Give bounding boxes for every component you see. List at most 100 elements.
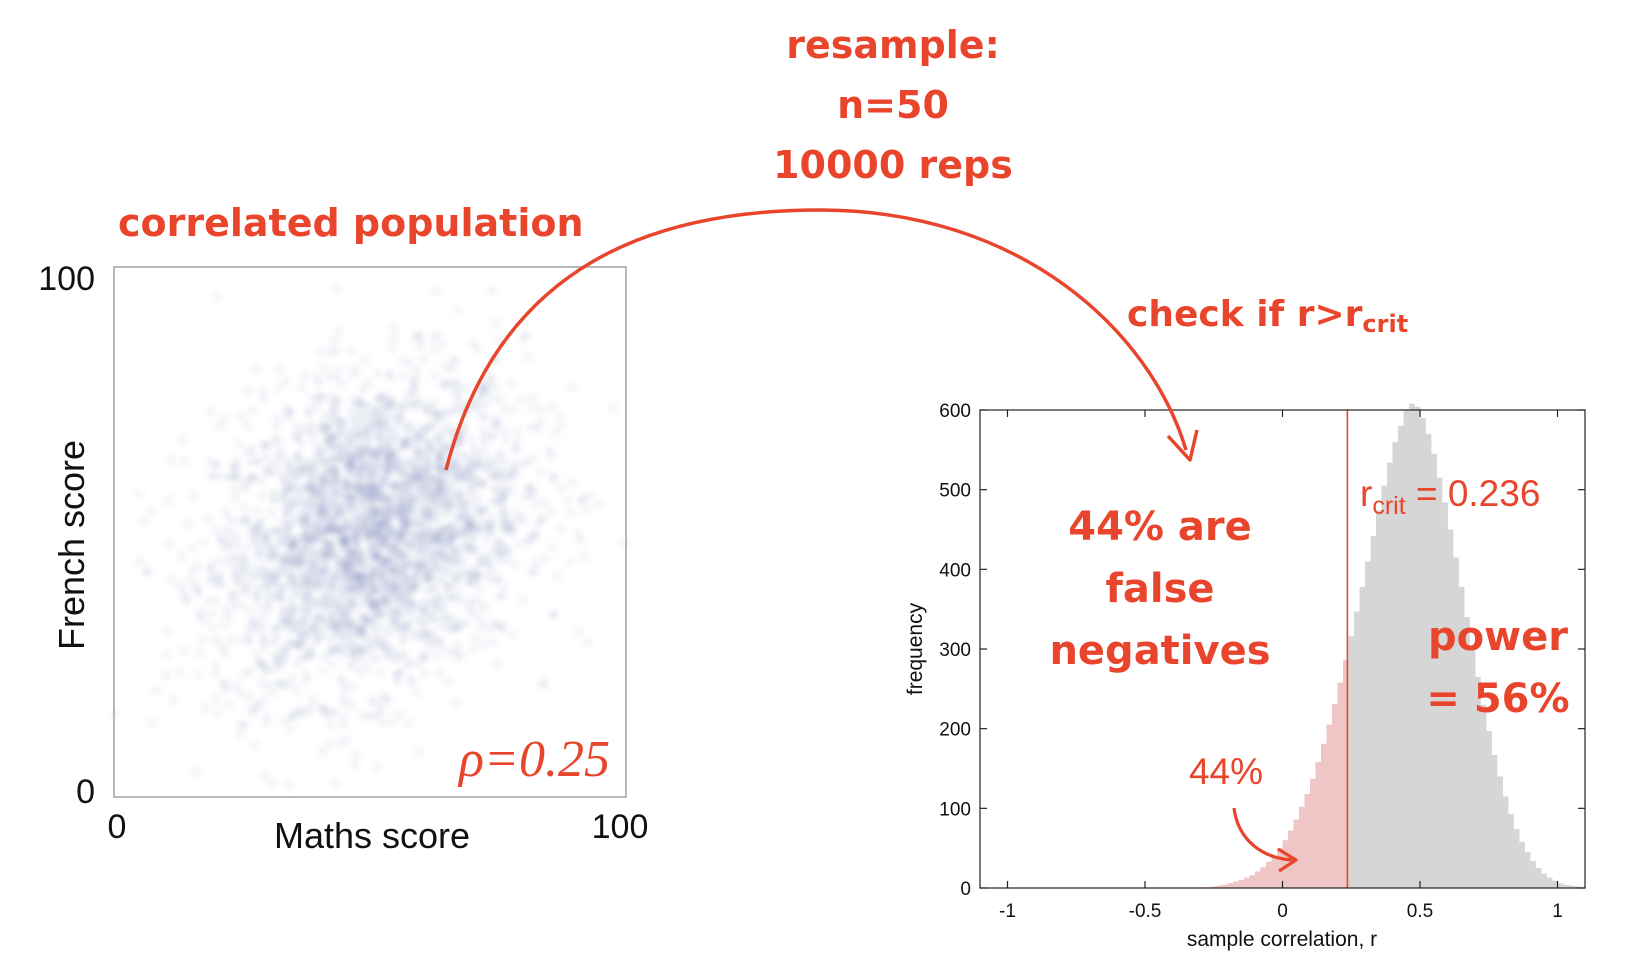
scatter-point xyxy=(404,358,415,369)
scatter-point xyxy=(490,318,501,328)
scatter-point xyxy=(280,494,291,505)
scatter-point xyxy=(527,568,537,579)
scatter-point xyxy=(548,609,559,620)
scatter-point xyxy=(291,421,302,432)
scatter-point xyxy=(269,487,280,497)
scatter-point xyxy=(338,649,349,659)
scatter-point xyxy=(187,543,198,554)
scatter-point xyxy=(416,516,427,527)
scatter-point xyxy=(474,558,485,569)
scatter-point xyxy=(443,593,454,603)
scatter-point xyxy=(500,426,511,437)
scatter-point xyxy=(377,690,388,701)
scatter-point xyxy=(269,576,280,587)
scatter-point xyxy=(550,427,560,438)
scatter-point xyxy=(258,610,269,621)
scatter-point xyxy=(408,528,419,539)
scatter-point xyxy=(192,561,203,572)
scatter-point xyxy=(302,531,313,542)
scatter-point xyxy=(220,505,231,516)
scatter-point xyxy=(512,435,523,446)
scatter-point xyxy=(199,616,210,627)
scatter-point xyxy=(349,651,360,662)
scatter-point xyxy=(338,682,349,693)
scatter-point xyxy=(273,647,284,658)
scatter-point xyxy=(344,436,354,447)
scatter-point xyxy=(220,647,231,658)
scatter-point xyxy=(433,478,444,489)
histogram-bar xyxy=(1524,852,1531,888)
histogram-bar xyxy=(1508,813,1514,888)
histogram-bar xyxy=(1321,743,1327,888)
scatter-point xyxy=(486,623,497,633)
resample-line-3: 10000 reps xyxy=(773,143,1013,187)
scatter-point xyxy=(546,450,557,461)
scatter-point xyxy=(328,526,339,537)
scatter-point xyxy=(319,426,330,436)
histogram-bar xyxy=(1409,403,1415,888)
scatter-point xyxy=(471,609,482,620)
scatter-point xyxy=(377,587,388,598)
scatter-point xyxy=(320,560,331,571)
scatter-point xyxy=(484,376,495,386)
scatter-point xyxy=(269,494,280,505)
scatter-point xyxy=(339,527,350,537)
scatter-point xyxy=(359,559,369,570)
scatter-point xyxy=(517,514,528,525)
scatter-point xyxy=(466,521,477,532)
scatter-point xyxy=(398,636,408,647)
scatter-point xyxy=(379,622,390,632)
scatter-point xyxy=(166,455,177,466)
scatter-point xyxy=(427,536,438,547)
scatter-point xyxy=(260,581,271,592)
scatter-point xyxy=(485,455,496,466)
scatter-point xyxy=(430,650,441,661)
scatter-point xyxy=(419,668,430,679)
scatter-point xyxy=(391,431,401,442)
scatter-point xyxy=(221,685,232,696)
scatter-point xyxy=(263,680,274,691)
scatter-point xyxy=(228,471,239,482)
r-crit-main: r xyxy=(1360,473,1372,514)
histogram-x-tick-label: 0 xyxy=(1277,901,1288,922)
histogram-bar xyxy=(1447,529,1454,888)
scatter-point xyxy=(346,346,357,357)
scatter-point xyxy=(440,505,451,516)
scatter-point xyxy=(266,456,276,467)
scatter-point xyxy=(219,620,230,631)
histogram-bar xyxy=(1266,861,1272,888)
scatter-point xyxy=(510,444,521,455)
scatter-point xyxy=(146,505,157,516)
scatter-point xyxy=(446,406,457,417)
scatter-point xyxy=(316,575,327,586)
scatter-point xyxy=(488,637,499,648)
scatter-point xyxy=(233,439,244,450)
scatter-point xyxy=(294,430,305,441)
scatter-point xyxy=(418,653,429,663)
scatter-point xyxy=(272,547,283,558)
scatter-point xyxy=(376,643,387,654)
scatter-point xyxy=(226,528,237,539)
scatter-point xyxy=(366,651,377,661)
scatter-point xyxy=(331,283,342,294)
scatter-point xyxy=(511,425,522,436)
scatter-point xyxy=(445,569,456,580)
scatter-point xyxy=(435,432,446,443)
scatter-point xyxy=(243,446,254,457)
scatter-point xyxy=(411,687,422,698)
histogram-bar xyxy=(1222,884,1228,888)
scatter-point xyxy=(396,598,407,609)
scatter-point xyxy=(483,550,494,561)
scatter-point xyxy=(272,413,283,423)
scatter-point xyxy=(396,519,407,530)
histogram-bar xyxy=(1491,754,1498,888)
scatter-point xyxy=(384,409,395,420)
scatter-point xyxy=(278,679,289,690)
scatter-point xyxy=(243,636,254,647)
histogram-bar xyxy=(1227,883,1234,888)
scatter-point xyxy=(191,580,202,591)
scatter-point xyxy=(521,352,532,363)
scatter-point xyxy=(360,354,371,365)
scatter-point xyxy=(398,557,409,567)
scatter-point xyxy=(485,463,496,474)
